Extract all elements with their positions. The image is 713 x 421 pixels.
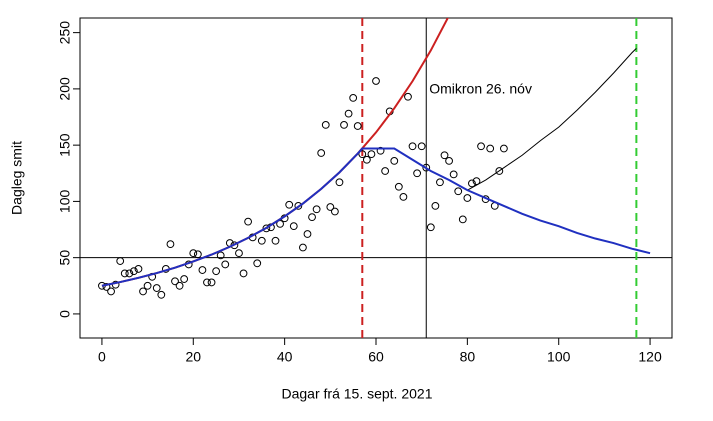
data-point <box>253 259 262 268</box>
data-point <box>175 281 184 290</box>
data-point <box>299 243 307 252</box>
data-point <box>216 251 225 260</box>
data-point <box>486 144 495 153</box>
data-point <box>317 149 326 157</box>
data-point <box>207 278 216 287</box>
data-point <box>454 187 463 196</box>
data-point <box>349 93 358 102</box>
data-point <box>468 179 476 188</box>
data-point <box>180 275 189 283</box>
curve <box>101 147 651 287</box>
x-tick-label: 80 <box>460 349 476 365</box>
data-point <box>189 249 198 258</box>
data-point <box>289 222 298 231</box>
data-point <box>193 250 202 259</box>
x-tick-label: 100 <box>547 349 571 365</box>
data-point <box>463 194 472 202</box>
data-point <box>440 151 449 160</box>
curve <box>467 48 637 191</box>
data-point <box>344 109 353 118</box>
data-point <box>276 220 284 228</box>
data-point <box>134 265 143 273</box>
data-point <box>271 236 280 245</box>
data-point <box>353 122 362 130</box>
y-tick-label: 50 <box>57 250 73 266</box>
data-point <box>399 193 408 201</box>
data-point <box>285 200 294 209</box>
annotation: Omikron 26. nóv <box>429 81 532 97</box>
data-point <box>262 224 271 233</box>
data-point <box>330 207 339 216</box>
data-point <box>362 155 371 164</box>
data-point <box>125 269 134 278</box>
data-point <box>376 146 385 155</box>
data-point <box>308 213 316 222</box>
data-point <box>458 215 467 224</box>
data-point <box>244 217 252 226</box>
data-point <box>422 163 431 172</box>
data-point <box>294 202 303 210</box>
data-point <box>212 267 221 276</box>
data-point <box>203 278 211 287</box>
data-point <box>143 281 152 290</box>
y-tick-label: 250 <box>57 21 73 45</box>
data-point <box>495 167 504 175</box>
data-point <box>120 269 129 278</box>
data-point <box>394 182 403 191</box>
data-point <box>152 284 161 292</box>
data-point <box>102 283 111 291</box>
data-point <box>157 290 166 299</box>
data-point <box>239 269 248 278</box>
y-tick-label: 100 <box>57 190 73 214</box>
y-tick-label: 0 <box>57 310 73 318</box>
data-point <box>198 266 207 274</box>
y-tick-label: 200 <box>57 77 73 101</box>
data-point <box>326 203 335 211</box>
y-axis-label: Dagleg smit <box>9 141 25 215</box>
x-tick-label: 0 <box>98 349 106 365</box>
data-point <box>358 150 367 159</box>
data-point <box>404 92 412 101</box>
data-point <box>436 178 444 187</box>
data-point <box>257 236 266 245</box>
data-point <box>445 156 453 165</box>
plot-area <box>80 18 672 338</box>
data-point <box>312 205 321 214</box>
x-tick-label: 60 <box>368 349 384 365</box>
data-point <box>431 202 440 210</box>
x-tick-label: 120 <box>638 349 662 365</box>
data-point <box>166 240 175 249</box>
x-tick-label: 40 <box>277 349 293 365</box>
data-point <box>372 77 380 85</box>
data-point <box>107 287 115 296</box>
x-axis-label: Dagar frá 15. sept. 2021 <box>282 386 433 402</box>
data-point <box>130 267 138 276</box>
data-point <box>303 230 312 238</box>
data-point <box>381 167 390 175</box>
data-point <box>426 223 435 232</box>
data-point <box>221 260 230 269</box>
data-point <box>340 120 348 129</box>
data-point <box>449 170 458 179</box>
data-point <box>367 150 376 159</box>
data-point <box>390 156 399 165</box>
data-point <box>321 120 330 129</box>
data-point <box>417 142 426 151</box>
data-point <box>408 142 417 151</box>
plot-frame <box>79 17 673 339</box>
data-point <box>500 144 508 153</box>
data-point <box>235 249 243 258</box>
y-tick-label: 150 <box>57 133 73 157</box>
data-point <box>171 277 179 286</box>
data-point <box>477 142 485 151</box>
data-point <box>139 287 147 296</box>
x-tick-label: 20 <box>185 349 201 365</box>
data-point <box>116 257 125 265</box>
data-point <box>413 169 422 178</box>
data-point <box>335 178 344 187</box>
